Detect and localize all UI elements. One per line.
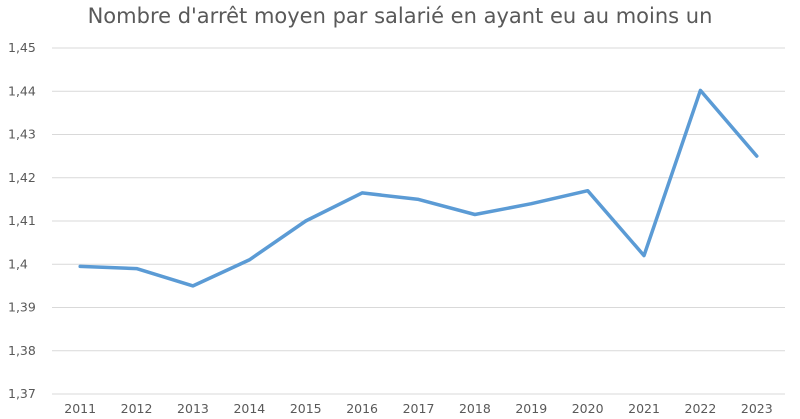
x-axis-ticks: 2011 2012 2013 2014 2015 2016 2017 2018 2019 2020… — [64, 401, 772, 416]
x-tick-label: 2021 — [628, 401, 660, 416]
x-tick-label: 2019 — [515, 401, 547, 416]
x-tick-label: 2015 — [290, 401, 322, 416]
x-tick-label: 2016 — [346, 401, 378, 416]
y-axis-ticks: 1,37 1,38 1,39 1,4 1,41 1,42 1,43 1,44 1,45 — [8, 40, 36, 401]
y-tick-label: 1,38 — [8, 343, 36, 358]
y-tick-label: 1,43 — [8, 127, 36, 142]
x-tick-label: 2013 — [177, 401, 209, 416]
x-tick-label: 2012 — [121, 401, 153, 416]
series-layer — [78, 88, 759, 288]
x-tick-label: 2023 — [741, 401, 773, 416]
series-line — [78, 88, 759, 288]
y-tick-label: 1,4 — [8, 256, 28, 271]
gridlines — [52, 47, 785, 395]
y-tick-label: 1,41 — [8, 213, 36, 228]
y-tick-label: 1,44 — [8, 83, 36, 98]
y-tick-label: 1,45 — [8, 40, 36, 55]
y-tick-label: 1,39 — [8, 300, 36, 315]
x-tick-label: 2018 — [459, 401, 491, 416]
x-tick-label: 2022 — [685, 401, 717, 416]
x-tick-label: 2011 — [64, 401, 96, 416]
x-tick-label: 2014 — [233, 401, 265, 416]
x-tick-label: 2020 — [572, 401, 604, 416]
x-tick-label: 2017 — [403, 401, 435, 416]
y-tick-label: 1,42 — [8, 170, 36, 185]
chart-title: Nombre d'arrêt moyen par salarié en ayan… — [87, 4, 713, 28]
y-tick-label: 1,37 — [8, 386, 36, 401]
